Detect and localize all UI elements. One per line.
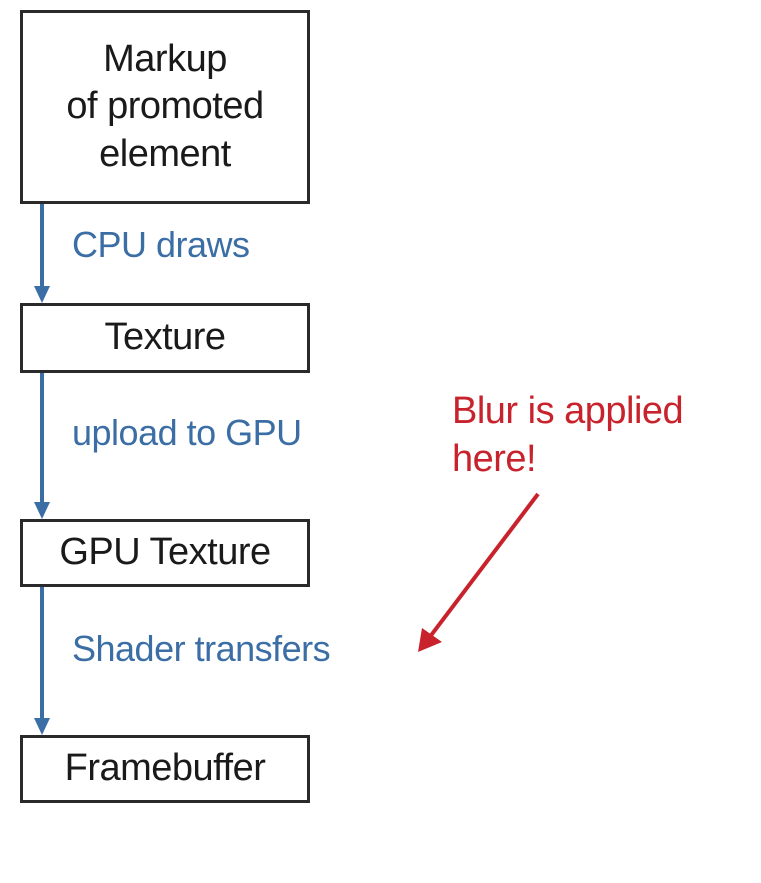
annotation-text: Blur is appliedhere! [452, 388, 683, 483]
node-framebuffer: Framebuffer [20, 735, 310, 803]
edge-label-2: upload to GPU [72, 412, 302, 454]
node-framebuffer-label: Framebuffer [65, 745, 266, 793]
edge-label-1: CPU draws [72, 224, 250, 266]
edge-arrow-1 [32, 204, 52, 303]
annotation-arrow [400, 490, 560, 670]
node-gputexture-label: GPU Texture [59, 529, 270, 577]
edge-arrow-2 [32, 373, 52, 519]
node-texture-label: Texture [104, 314, 225, 362]
node-markup-label: Markupof promotedelement [66, 36, 263, 179]
node-markup: Markupof promotedelement [20, 10, 310, 204]
edge-arrow-3 [32, 587, 52, 735]
node-texture: Texture [20, 303, 310, 373]
node-gputexture: GPU Texture [20, 519, 310, 587]
edge-label-3: Shader transfers [72, 628, 330, 670]
